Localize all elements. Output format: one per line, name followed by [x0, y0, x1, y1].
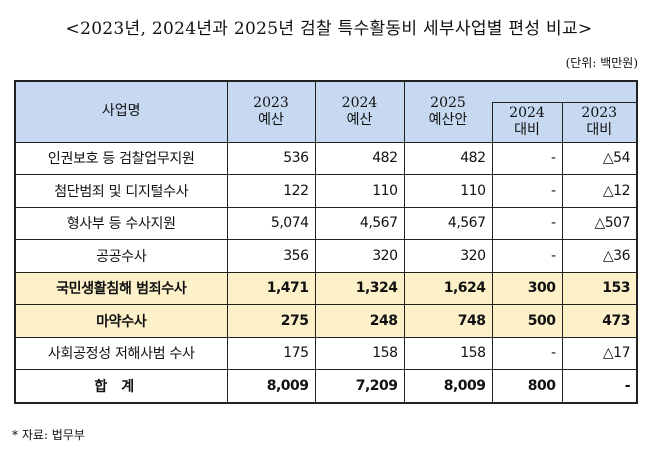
table-row: 첨단범죄 및 디지털수사 122 110 110- △12: [14, 174, 638, 208]
cell-vs2023: △54: [561, 141, 638, 175]
cell-b2023: 122: [226, 174, 316, 208]
cell-vs2023: △507: [561, 206, 638, 240]
footnote: * 자료: 법무부: [12, 428, 85, 442]
table-row: 마약수사 275 248 748 500 473: [14, 304, 638, 338]
cell-b2024: 1,324: [314, 271, 405, 305]
cell-b2023: 175: [226, 336, 316, 370]
total-b2024: 7,209: [314, 369, 405, 403]
total-vs2023: -: [561, 369, 638, 403]
cell-vs2024: 500: [491, 304, 563, 338]
cell-vs2024: -: [491, 239, 563, 273]
cell-b2023: 356: [226, 239, 316, 273]
cell-b2023: 5,074: [226, 206, 316, 240]
table-row: 사회공정성 저해사범 수사 175 158 158- △17: [14, 336, 638, 370]
cell-b2025: 482: [403, 141, 493, 175]
cell-b2023: 536: [226, 141, 316, 175]
header-2023: 2023 예산: [226, 80, 316, 143]
cell-name: 국민생활침해 범죄수사: [14, 271, 228, 305]
cell-vs2023: △36: [561, 239, 638, 273]
budget-table: 사업명 2023 예산 2024 예산 2025 예산안 2024 대비 2023 대비 …: [14, 80, 638, 404]
cell-vs2024: -: [491, 174, 563, 208]
table-row: 인권보호 등 검찰업무지원 536 482 482- △54: [14, 141, 638, 175]
total-vs2024: 800: [491, 369, 563, 403]
table-row: 공공수사 356 320 320- △36: [14, 239, 638, 273]
cell-b2025: 4,567: [403, 206, 493, 240]
cell-name: 형사부 등 수사지원: [14, 206, 228, 240]
cell-b2023: 275: [226, 304, 316, 338]
table-row: 형사부 등 수사지원 5,074 4,567 4,567- △507: [14, 206, 638, 240]
cell-vs2024: -: [491, 336, 563, 370]
cell-b2025: 110: [403, 174, 493, 208]
cell-b2025: 320: [403, 239, 493, 273]
cell-name: 공공수사: [14, 239, 228, 273]
cell-name: 사회공정성 저해사범 수사: [14, 336, 228, 370]
cell-name: 첨단범죄 및 디지털수사: [14, 174, 228, 208]
cell-vs2023: △17: [561, 336, 638, 370]
table-row: 국민생활침해 범죄수사 1,471 1,324 1,624 300 153: [14, 271, 638, 305]
cell-vs2024: -: [491, 141, 563, 175]
cell-name: 인권보호 등 검찰업무지원: [14, 141, 228, 175]
cell-name: 마약수사: [14, 304, 228, 338]
cell-b2023: 1,471: [226, 271, 316, 305]
header-spacer: [492, 80, 638, 103]
cell-vs2024: -: [491, 206, 563, 240]
cell-b2025: 1,624: [403, 271, 493, 305]
cell-vs2023: △12: [561, 174, 638, 208]
header-vs2024: 2024 대비: [491, 101, 563, 143]
cell-b2024: 248: [314, 304, 405, 338]
cell-b2025: 748: [403, 304, 493, 338]
header-2025: 2025 예산안: [403, 80, 492, 143]
unit-label: (단위: 백만원): [565, 56, 638, 70]
cell-b2024: 482: [314, 141, 405, 175]
total-row: 합계 8,009 7,209 8,009 800-: [14, 369, 638, 403]
total-name: 합계: [14, 369, 228, 403]
cell-b2024: 320: [314, 239, 405, 273]
total-b2023: 8,009: [226, 369, 316, 403]
cell-b2024: 4,567: [314, 206, 405, 240]
cell-vs2023: 153: [561, 271, 638, 305]
cell-vs2024: 300: [491, 271, 563, 305]
cell-vs2023: 473: [561, 304, 638, 338]
header-2024: 2024 예산: [314, 80, 405, 143]
header-name: 사업명: [14, 80, 228, 143]
page-title: <2023년, 2024년과 2025년 검찰 특수활동비 세부사업별 편성 비…: [65, 19, 593, 39]
cell-b2025: 158: [403, 336, 493, 370]
header-vs2023: 2023 대비: [561, 101, 638, 143]
cell-b2024: 158: [314, 336, 405, 370]
total-b2025: 8,009: [403, 369, 493, 403]
cell-b2024: 110: [314, 174, 405, 208]
